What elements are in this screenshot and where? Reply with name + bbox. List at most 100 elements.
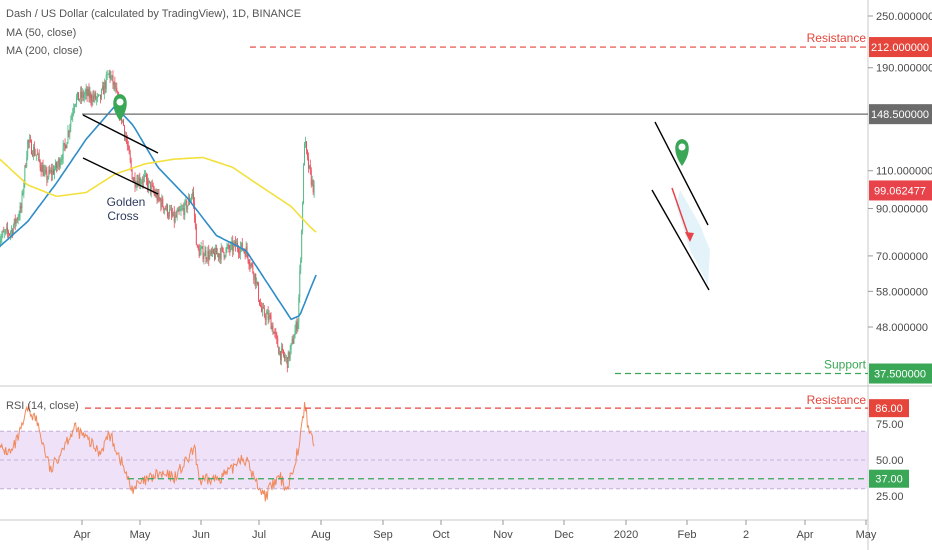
candle-body [247, 254, 249, 262]
candle-body [3, 231, 5, 233]
candle-body [210, 250, 212, 254]
candle-body [101, 86, 103, 90]
candle-body [169, 209, 170, 216]
candle-body [55, 162, 56, 170]
candle-body [152, 185, 154, 191]
candle-body [141, 181, 143, 183]
time-tick-label: May [130, 529, 151, 541]
candle-body [95, 93, 97, 100]
candle-body [284, 357, 286, 359]
candle-body [277, 337, 279, 348]
candle-body [258, 284, 260, 300]
golden-cross-label: Golden [107, 195, 146, 209]
candle-body [0, 238, 2, 241]
ma200-legend: MA (200, close) [6, 45, 83, 57]
candle-body [183, 208, 185, 216]
candle-body [151, 184, 153, 186]
candle-body [48, 169, 50, 178]
candle-body [16, 219, 18, 221]
candle-body [96, 97, 98, 100]
candle-body [177, 209, 179, 213]
candle-body [28, 140, 30, 143]
candle-body [144, 175, 146, 178]
candle-body [149, 181, 151, 192]
candle-body [164, 208, 166, 211]
candle-body [114, 82, 116, 89]
golden-channel-upper [82, 114, 159, 154]
rsi-tick-label: 75.00 [876, 419, 904, 431]
candle-body [178, 209, 180, 211]
candle-body [188, 198, 190, 206]
candle-body [203, 256, 205, 259]
level-label: Resistance [807, 31, 867, 45]
candle-body [215, 248, 217, 255]
candle-body [70, 119, 72, 127]
ma50-legend: MA (50, close) [6, 27, 77, 39]
candle-body [46, 171, 48, 181]
candle-body [19, 206, 21, 217]
candle-body [221, 247, 223, 249]
candle-body [310, 170, 312, 185]
candle-body [214, 253, 215, 260]
golden-cross-label: Cross [107, 209, 138, 223]
candle-body [194, 216, 196, 226]
candle-body [33, 147, 35, 156]
candle-body [129, 153, 131, 161]
level-label: Support [824, 358, 867, 372]
candle-body [7, 227, 9, 232]
candle-body [234, 241, 236, 245]
candle-body [98, 94, 100, 96]
candle-body [218, 253, 220, 258]
candle-body [195, 225, 197, 245]
candle-body [223, 252, 225, 257]
candle-body [175, 215, 177, 217]
candle-body [159, 198, 161, 200]
candle-body [238, 252, 240, 254]
candle-body [274, 332, 276, 333]
candle-body [232, 241, 234, 251]
candle-body [208, 250, 210, 260]
marker-pin-icon [113, 94, 127, 121]
candle-body [283, 349, 284, 356]
candle-body [138, 177, 140, 187]
candle-body [301, 230, 303, 259]
candle-body [38, 153, 40, 161]
candle-body [1, 235, 3, 239]
rsi-tick-label: 25.00 [876, 491, 904, 503]
candle-body [54, 169, 55, 175]
candle-body [300, 258, 302, 271]
candle-body [130, 160, 132, 169]
candle-body [99, 94, 100, 96]
candle-body [169, 209, 171, 211]
candle-body [192, 192, 193, 197]
candle-body [225, 248, 227, 257]
time-tick-label: 2020 [614, 529, 638, 541]
candle-body [255, 273, 257, 285]
candle-body [104, 82, 106, 89]
candle-body [270, 315, 272, 330]
candle-body [241, 242, 243, 251]
candle-body [5, 229, 7, 232]
candle-body [235, 241, 237, 247]
candle-body [287, 351, 289, 368]
level-price-tag [869, 363, 932, 384]
candle-body [26, 157, 28, 167]
candle-body [304, 143, 306, 166]
candle-body [249, 265, 251, 267]
candle-body [113, 82, 115, 85]
candle-body [259, 299, 260, 305]
candle-body [158, 192, 160, 199]
candle-body [65, 145, 67, 149]
candle-body [199, 250, 201, 257]
candle-body [236, 242, 237, 247]
candle-body [187, 205, 189, 210]
candle-body [283, 355, 285, 359]
candle-body [248, 261, 250, 266]
candle-body [222, 247, 224, 253]
candle-body [297, 322, 299, 330]
candle-body [11, 229, 13, 235]
candle-body [275, 332, 277, 335]
candle-body [273, 332, 275, 334]
candle-body [72, 113, 74, 116]
